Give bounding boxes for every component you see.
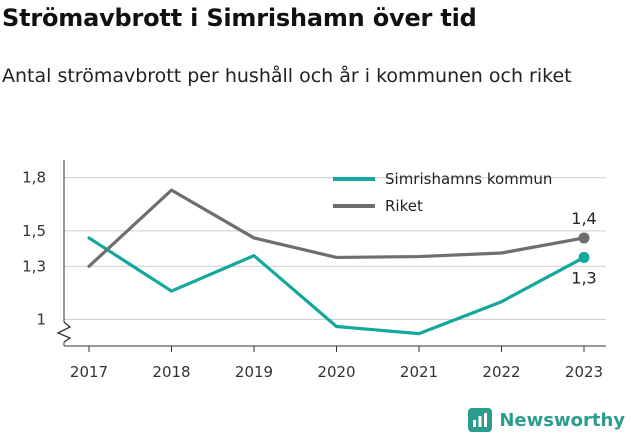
x-tick-label: 2019 xyxy=(235,363,273,381)
series-line-1 xyxy=(87,188,586,268)
newsworthy-brand: Newsworthy xyxy=(467,407,625,433)
y-tick-label: 1 xyxy=(36,310,46,328)
x-tick-label: 2021 xyxy=(400,363,438,381)
x-tick-label: 2020 xyxy=(317,363,355,381)
series-endpoint-1 xyxy=(578,232,590,244)
chart-title: Strömavbrott i Simrishamn över tid xyxy=(2,4,477,32)
x-tick-label: 2017 xyxy=(70,363,108,381)
end-labels: 1,3 1,4 xyxy=(571,209,596,287)
y-tick-label: 1,3 xyxy=(22,257,46,275)
newsworthy-logo-icon xyxy=(468,408,493,432)
end-value-label: 1,3 xyxy=(571,268,596,287)
series-lines xyxy=(87,188,590,336)
end-value-label: 1,4 xyxy=(571,209,596,228)
x-tick-label: 2018 xyxy=(152,363,190,381)
axis-break-icon xyxy=(56,321,72,343)
series-line-0 xyxy=(87,236,586,336)
legend: Simrishamns kommun Riket xyxy=(333,170,552,215)
y-tick-label: 1,5 xyxy=(22,222,46,240)
series-endpoint-0 xyxy=(578,251,590,263)
x-tick-label: 2022 xyxy=(482,363,520,381)
axes: 1,8 1,5 1,3 1 2017 2018 2019 2020 2021 2022 2023 xyxy=(22,160,606,381)
chart-subtitle: Antal strömavbrott per hushåll och år i … xyxy=(2,65,572,87)
brand-name: Newsworthy xyxy=(499,409,625,431)
legend-label: Simrishamns kommun xyxy=(385,170,552,188)
x-tick-label: 2023 xyxy=(565,363,603,381)
legend-label: Riket xyxy=(385,197,423,215)
y-tick-label: 1,8 xyxy=(22,169,46,187)
